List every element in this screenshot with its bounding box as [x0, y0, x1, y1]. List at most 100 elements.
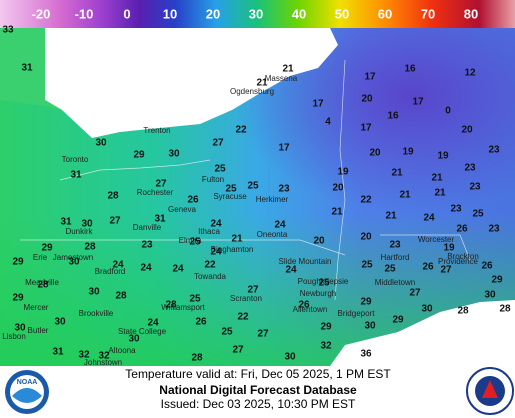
temperature-label: 24	[140, 263, 152, 274]
temperature-label: 29	[41, 243, 53, 254]
temperature-label: 32	[78, 350, 90, 361]
temperature-label: 28	[457, 306, 469, 317]
temperature-label: 25	[318, 278, 330, 289]
temperature-label: 28	[37, 280, 49, 291]
temperature-label: 0	[445, 106, 451, 117]
temperature-label: 28	[499, 304, 511, 315]
temperature-label: 21	[431, 173, 443, 184]
city-label: Hartford	[381, 253, 410, 262]
city-label: Trenton	[143, 126, 170, 135]
temperature-label: 4	[325, 117, 331, 128]
temperature-label: 23	[389, 240, 401, 251]
temperature-label: 31	[70, 170, 82, 181]
temperature-label: 27	[212, 138, 224, 149]
city-label: Oneonta	[257, 230, 288, 239]
temperature-label: 21	[434, 188, 446, 199]
temperature-label: 19	[402, 147, 414, 158]
temperature-label: 27	[109, 216, 121, 227]
temperature-label: 24	[274, 220, 286, 231]
temperature-label: 32	[98, 351, 110, 362]
city-label: Elmira	[179, 236, 202, 245]
temperature-label: 20	[361, 94, 373, 105]
temperature-label: 29	[320, 322, 332, 333]
temperature-label: 22	[204, 260, 216, 271]
temperature-label: 22	[360, 195, 372, 206]
temperature-label: 21	[231, 234, 243, 245]
temperature-label: 24	[112, 260, 124, 271]
city-label: Middletown	[375, 278, 415, 287]
city-label: Meadville	[25, 278, 59, 287]
temperature-label: 22	[235, 125, 247, 136]
city-label: Poughkeepsie	[298, 277, 349, 286]
city-label: Dunkirk	[65, 227, 93, 236]
city-label: Mercer	[24, 303, 49, 312]
temperature-label: 28	[84, 242, 96, 253]
temperature-label: 30	[284, 352, 296, 363]
temperature-label: 30	[168, 149, 180, 160]
temperature-label: 29	[360, 297, 372, 308]
city-label: Fulton	[202, 175, 224, 184]
temperature-label: 28	[107, 191, 119, 202]
city-label: Worcester	[418, 235, 455, 244]
city-label: Newburgh	[300, 289, 336, 298]
temperature-label: 20	[313, 236, 325, 247]
temperature-label: 30	[484, 290, 496, 301]
temperature-label: 25	[247, 181, 259, 192]
city-label: Providence	[438, 257, 479, 266]
temperature-label: 25	[225, 184, 237, 195]
temperature-label: 29	[12, 257, 24, 268]
temperature-label: 29	[12, 293, 24, 304]
temperature-label: 36	[360, 349, 372, 360]
city-label: Ithaca	[198, 227, 220, 236]
temperature-label: 29	[392, 315, 404, 326]
temperature-label: 17	[364, 72, 376, 83]
temperature-label: 21	[331, 207, 343, 218]
nws-logo	[466, 367, 514, 415]
city-label: Brockton	[447, 252, 479, 261]
temperature-label: 12	[464, 68, 476, 79]
temperature-label: 19	[443, 243, 455, 254]
colorbar-label: 70	[421, 6, 435, 21]
temperature-label: 30	[364, 321, 376, 332]
city-label: Bridgeport	[338, 309, 376, 318]
temperature-label: 23	[469, 182, 481, 193]
temperature-label: 26	[298, 300, 310, 311]
temperature-label: 20	[369, 148, 381, 159]
temperature-label: 26	[481, 261, 493, 272]
temperature-label: 23	[464, 163, 476, 174]
temperature-label: 30	[95, 138, 107, 149]
city-label: Allentown	[293, 305, 328, 314]
colorbar-label: 20	[206, 6, 220, 21]
colorbar-label: 60	[378, 6, 392, 21]
temperature-label: 25	[189, 294, 201, 305]
temperature-label: 25	[214, 164, 226, 175]
temperature-label: 31	[52, 347, 64, 358]
temperature-label: 29	[133, 150, 145, 161]
temperature-label: 21	[399, 190, 411, 201]
temperature-label: 17	[360, 123, 372, 134]
city-label: Slide Mountain	[279, 257, 332, 266]
temperature-label: 25	[384, 264, 396, 275]
city-label: Danville	[133, 223, 162, 232]
temperature-label: 26	[195, 317, 207, 328]
temperature-label: 29	[491, 275, 503, 286]
colorbar	[0, 0, 515, 28]
temperature-label: 24	[147, 318, 159, 329]
temperature-label: 26	[187, 195, 199, 206]
colorbar-label: 0	[123, 6, 130, 21]
city-label: Lisbon	[2, 332, 26, 341]
colorbar-label: 80	[464, 6, 478, 21]
city-label: Brookville	[79, 309, 114, 318]
temperature-label: 22	[237, 312, 249, 323]
temperature-label: 28	[191, 353, 203, 364]
city-label: Towanda	[194, 272, 227, 281]
city-label: Altoona	[108, 346, 136, 355]
temperature-label: 25	[221, 327, 233, 338]
temperature-label: 24	[172, 264, 184, 275]
city-label: Toronto	[62, 155, 89, 164]
temperature-label: 30	[54, 317, 66, 328]
temperature-label: 32	[320, 341, 332, 352]
temperature-label: 16	[387, 111, 399, 122]
temperature-label: 28	[165, 300, 177, 311]
